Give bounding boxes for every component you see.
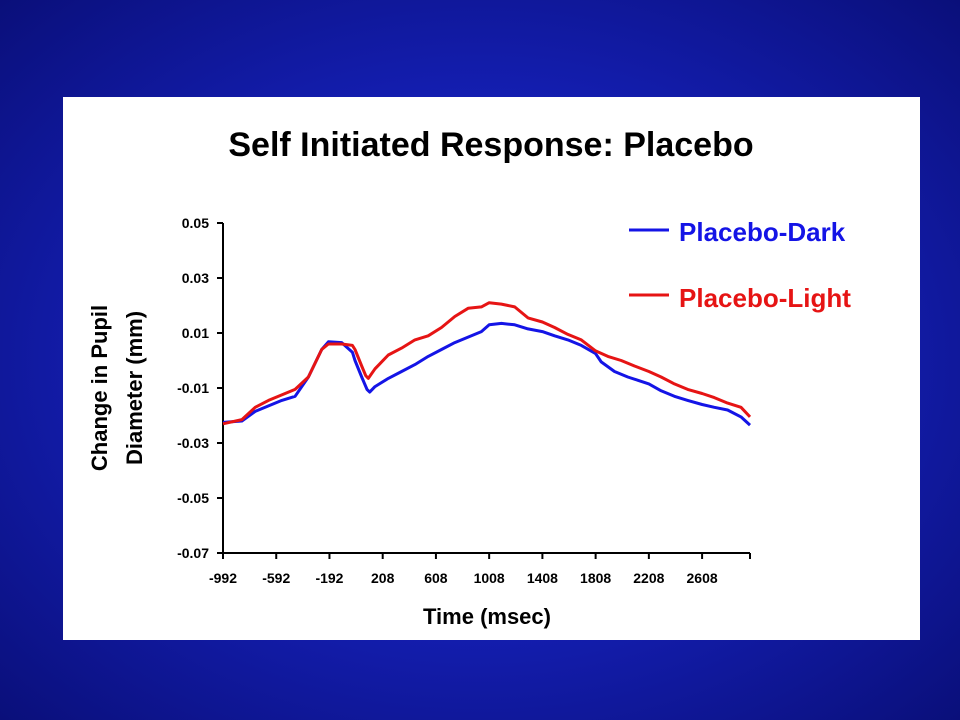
- x-tick-label: -592: [262, 570, 290, 586]
- x-axis-title: Time (msec): [423, 604, 551, 629]
- x-tick-label: 1408: [527, 570, 558, 586]
- x-tick-label: 208: [371, 570, 395, 586]
- x-tick-label: 2208: [633, 570, 664, 586]
- x-tick-label: -192: [315, 570, 343, 586]
- series-layer: [222, 301, 752, 427]
- x-tick-label: 1008: [474, 570, 505, 586]
- x-tick-label: -992: [209, 570, 237, 586]
- x-tick-label: 2608: [687, 570, 718, 586]
- axes: 0.05 0.03 0.01 -0.01 -0.03 -0.05 -0.07 -992 -59…: [177, 215, 751, 586]
- y-tick-label: 0.03: [182, 270, 209, 286]
- x-tick-label: 1808: [580, 570, 611, 586]
- series-line-placebo-dark: [222, 321, 752, 427]
- legend: Placebo-Dark Placebo-Light: [629, 217, 851, 313]
- y-tick-label: -0.07: [177, 545, 209, 561]
- y-axis-title-line-2: Diameter (mm): [122, 311, 147, 465]
- chart-panel: Self Initiated Response: Placebo 0.05 0.0…: [63, 97, 920, 640]
- y-tick-label: 0.05: [182, 215, 209, 231]
- y-ticks: 0.05 0.03 0.01 -0.01 -0.03 -0.05 -0.07: [177, 215, 223, 561]
- y-tick-label: -0.03: [177, 435, 209, 451]
- y-tick-label: 0.01: [182, 325, 209, 341]
- y-axis-title: Change in Pupil Diameter (mm): [87, 305, 147, 471]
- x-ticks: -992 -592 -192 208 608 1008 1408 1808 2208 2608: [209, 553, 751, 586]
- y-tick-label: -0.05: [177, 490, 209, 506]
- legend-label-placebo-dark: Placebo-Dark: [679, 217, 846, 247]
- legend-label-placebo-light: Placebo-Light: [679, 283, 851, 313]
- pupil-chart: Self Initiated Response: Placebo 0.050.0…: [87, 126, 851, 629]
- chart-title: Self Initiated Response: Placebo: [228, 126, 753, 164]
- y-axis-title-line-1: Change in Pupil: [87, 305, 112, 471]
- series-line-placebo-light: [222, 301, 752, 426]
- y-tick-label: -0.01: [177, 380, 209, 396]
- x-tick-label: 608: [424, 570, 448, 586]
